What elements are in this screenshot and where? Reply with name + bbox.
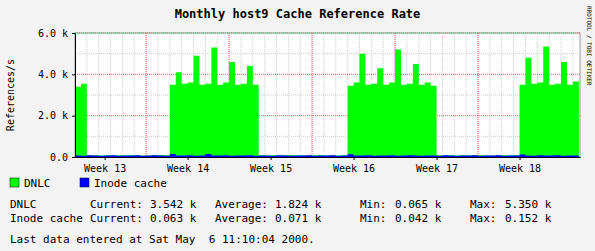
title: Monthly host9 Cache Reference Rate [175, 7, 421, 21]
y-axis: 0.0 2.0 k 4.0 k 6.0 k [38, 28, 76, 163]
minor-grid [276, 33, 277, 157]
stats-value: 0.042 k [395, 212, 442, 225]
legend-swatch [10, 178, 19, 187]
y-tick: 2.0 k [38, 110, 75, 121]
minor-grid [122, 33, 123, 157]
legend-label: DNLC [24, 177, 51, 190]
y-tick: 4.0 k [38, 69, 75, 80]
x-tick-mark [188, 157, 189, 160]
y-axis-line [75, 34, 76, 158]
stats-label: Max: [470, 198, 497, 211]
x-tick-label: Week 13 [84, 163, 126, 174]
stats-label: Min: [360, 198, 387, 211]
grid [75, 33, 580, 157]
y-tick: 0.0 [50, 152, 75, 163]
stats-value: 3.542 k [150, 198, 197, 211]
y-tick-mark [72, 33, 75, 34]
background [0, 0, 595, 251]
major-grid-y [75, 115, 580, 116]
stats-label: Min: [360, 212, 387, 225]
x-tick-mark [437, 157, 438, 160]
minor-grid [75, 136, 580, 137]
x-tick-mark [354, 157, 355, 160]
stats-name: DNLC [10, 198, 37, 211]
y-tick: 6.0 k [38, 28, 75, 39]
x-tick-mark [271, 157, 272, 160]
minor-grid [288, 33, 289, 157]
minor-grid [75, 33, 76, 157]
stats-label: Average: [215, 212, 268, 225]
plot-marks [75, 46, 579, 157]
legend-label: Inode cache [94, 177, 167, 190]
y-tick-label: 4.0 k [38, 69, 68, 80]
x-axis-line [76, 157, 581, 158]
x-tick: Week 15 [250, 157, 292, 174]
x-tick: Week 13 [84, 157, 126, 174]
stats-label: Current: [90, 212, 143, 225]
x-tick-mark [105, 157, 106, 160]
stats-label: Average: [215, 198, 268, 211]
x-tick: Week 14 [167, 157, 209, 174]
minor-grid [110, 33, 111, 157]
x-tick-label: Week 17 [416, 163, 458, 174]
stats-value: 1.824 k [275, 198, 322, 211]
stats-name: Inode cache [10, 212, 83, 225]
chart: Week 13 Week 14 Week 15 Week 16 Week 17 Week … [0, 0, 595, 251]
minor-grid [442, 33, 443, 157]
stats-label: Max: [470, 212, 497, 225]
y-tick-label: 6.0 k [38, 28, 68, 39]
major-grid-y [75, 74, 580, 75]
series-area [75, 154, 579, 157]
stats-value: 0.071 k [275, 212, 322, 225]
x-tick-mark [520, 157, 521, 160]
minor-grid [75, 95, 580, 96]
x-tick: Week 18 [499, 157, 541, 174]
legend-swatch [80, 178, 89, 187]
y-tick-label: 2.0 k [38, 110, 68, 121]
stats-value: 0.065 k [395, 198, 442, 211]
stats-value: 5.350 k [505, 198, 552, 211]
stats-value: 0.152 k [505, 212, 552, 225]
x-tick-label: Week 16 [333, 163, 375, 174]
major-grid-y [75, 33, 580, 34]
x-tick-label: Week 18 [499, 163, 541, 174]
y-tick-mark [72, 157, 75, 158]
x-axis: Week 13 Week 14 Week 15 Week 16 Week 17 Week … [76, 157, 581, 174]
x-tick-label: Week 14 [167, 163, 209, 174]
y-tick-mark [72, 74, 75, 75]
minor-grid [75, 53, 580, 54]
stats-value: 0.063 k [150, 212, 197, 225]
y-axis-title: References/s [5, 59, 16, 131]
credit: RRDTOOL / TOBI OETIKER [586, 6, 593, 86]
x-tick-label: Week 15 [250, 163, 292, 174]
y-tick-mark [72, 116, 75, 117]
x-tick: Week 16 [333, 157, 375, 174]
legend: DNLC Inode cache [10, 177, 167, 190]
x-tick: Week 17 [416, 157, 458, 174]
plot-area [75, 33, 580, 157]
y-tick-label: 0.0 [50, 152, 68, 163]
series-area [75, 46, 579, 157]
footer: Last data entered at Sat May 6 11:10:04 … [10, 233, 315, 246]
stats: DNLC Current: 3.542 k Average: 1.824 k Min: 0.… [10, 198, 552, 225]
stats-label: Current: [90, 198, 143, 211]
